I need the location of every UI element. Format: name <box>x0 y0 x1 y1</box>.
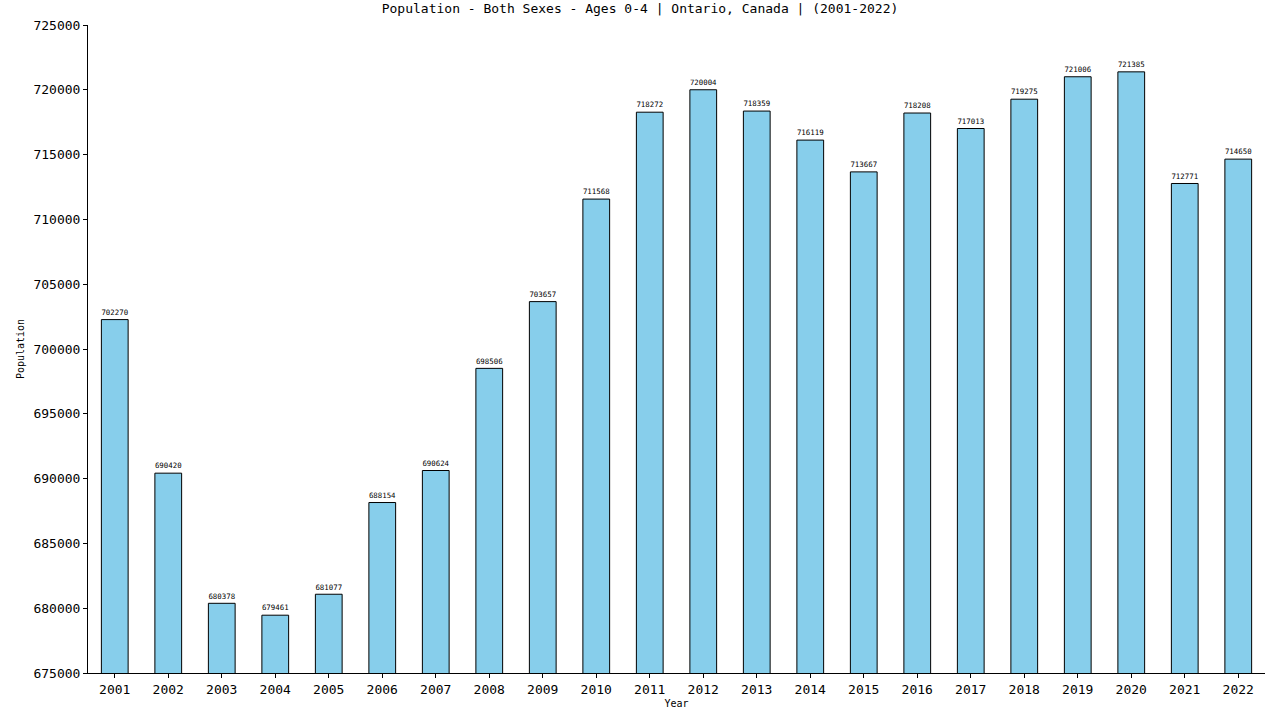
svg-text:2013: 2013 <box>741 682 772 697</box>
svg-text:680378: 680378 <box>208 592 235 601</box>
svg-text:720000: 720000 <box>33 82 80 97</box>
svg-text:2014: 2014 <box>795 682 826 697</box>
svg-text:717013: 717013 <box>957 117 984 126</box>
svg-text:Year: Year <box>664 698 688 709</box>
svg-text:718208: 718208 <box>904 101 931 110</box>
svg-text:713667: 713667 <box>850 160 877 169</box>
svg-text:700000: 700000 <box>33 342 80 357</box>
svg-text:2019: 2019 <box>1062 682 1093 697</box>
svg-text:2022: 2022 <box>1223 682 1254 697</box>
svg-text:718272: 718272 <box>636 100 663 109</box>
svg-text:698506: 698506 <box>476 357 503 366</box>
svg-text:711568: 711568 <box>583 187 610 196</box>
svg-text:Population: Population <box>15 319 26 379</box>
svg-text:718359: 718359 <box>743 99 770 108</box>
svg-text:690420: 690420 <box>155 461 182 470</box>
svg-text:2017: 2017 <box>955 682 986 697</box>
svg-text:2016: 2016 <box>902 682 933 697</box>
svg-text:2007: 2007 <box>420 682 451 697</box>
svg-text:2005: 2005 <box>313 682 344 697</box>
svg-text:719275: 719275 <box>1011 87 1038 96</box>
svg-text:2018: 2018 <box>1009 682 1040 697</box>
svg-text:721385: 721385 <box>1118 60 1145 69</box>
svg-text:705000: 705000 <box>33 277 80 292</box>
svg-text:712771: 712771 <box>1171 172 1198 181</box>
svg-text:714650: 714650 <box>1225 147 1252 156</box>
svg-text:680000: 680000 <box>33 601 80 616</box>
svg-text:715000: 715000 <box>33 147 80 162</box>
svg-text:675000: 675000 <box>33 666 80 681</box>
svg-text:2001: 2001 <box>99 682 130 697</box>
svg-text:725000: 725000 <box>33 18 80 33</box>
svg-text:716119: 716119 <box>797 128 824 137</box>
svg-text:2004: 2004 <box>260 682 291 697</box>
svg-text:688154: 688154 <box>369 491 396 500</box>
svg-text:679461: 679461 <box>262 603 289 612</box>
svg-text:2011: 2011 <box>634 682 665 697</box>
svg-text:2012: 2012 <box>688 682 719 697</box>
svg-text:2021: 2021 <box>1169 682 1200 697</box>
svg-text:702270: 702270 <box>101 308 128 317</box>
svg-text:2008: 2008 <box>474 682 505 697</box>
svg-text:2020: 2020 <box>1116 682 1147 697</box>
svg-text:Population - Both Sexes - Ages: Population - Both Sexes - Ages 0-4 | Ont… <box>382 1 899 16</box>
svg-text:2003: 2003 <box>206 682 237 697</box>
svg-text:720004: 720004 <box>690 78 717 87</box>
svg-text:710000: 710000 <box>33 212 80 227</box>
svg-text:721006: 721006 <box>1064 65 1091 74</box>
svg-text:2010: 2010 <box>581 682 612 697</box>
svg-text:2006: 2006 <box>367 682 398 697</box>
svg-text:703657: 703657 <box>529 290 556 299</box>
svg-text:2015: 2015 <box>848 682 879 697</box>
svg-text:2009: 2009 <box>527 682 558 697</box>
svg-text:695000: 695000 <box>33 406 80 421</box>
svg-text:690624: 690624 <box>422 459 449 468</box>
svg-text:685000: 685000 <box>33 536 80 551</box>
svg-text:2002: 2002 <box>153 682 184 697</box>
svg-text:690000: 690000 <box>33 471 80 486</box>
svg-text:681077: 681077 <box>315 583 342 592</box>
